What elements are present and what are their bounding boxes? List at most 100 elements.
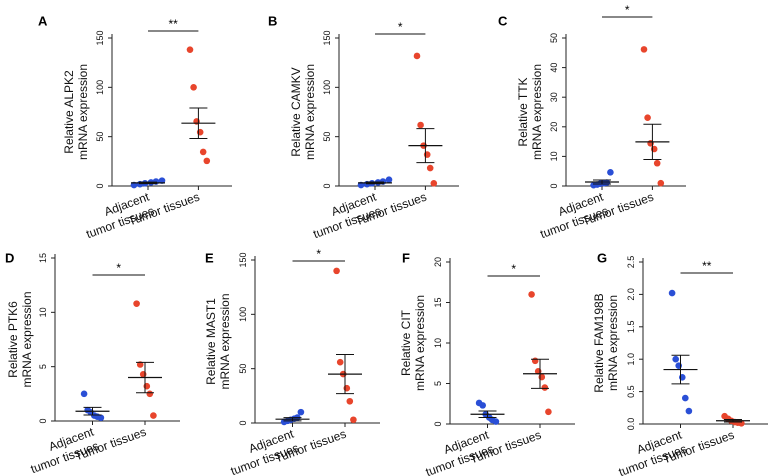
data-point — [650, 145, 658, 153]
data-point — [531, 357, 539, 365]
y-tick-label: 15 — [433, 297, 443, 307]
y-axis-label: Relative CAMKV — [289, 67, 303, 156]
y-axis-label: Relative PTK6 — [6, 301, 20, 378]
y-tick-label: 40 — [549, 63, 559, 73]
data-point — [607, 169, 614, 176]
y-tick-label: 0.0 — [626, 418, 636, 431]
panel-letter: A — [38, 14, 48, 29]
data-point — [430, 180, 438, 187]
panel-letter: C — [498, 14, 508, 29]
y-tick-label: 100 — [95, 80, 105, 95]
panel-letter: B — [268, 14, 277, 29]
data-point — [336, 358, 344, 366]
y-tick-label: 0 — [433, 421, 443, 426]
y-tick-label: 0 — [322, 183, 332, 188]
y-tick-label: 2.0 — [626, 288, 636, 301]
data-point — [139, 370, 147, 378]
data-point — [333, 267, 340, 275]
data-point — [492, 418, 500, 425]
y-axis-label: Relative MAST1 — [204, 298, 218, 385]
y-axis-label: Relative FAM198B — [592, 293, 606, 392]
panel-letter: G — [597, 251, 607, 266]
data-point — [685, 407, 693, 415]
data-point — [682, 394, 689, 402]
data-point — [346, 397, 354, 405]
data-point — [528, 291, 535, 298]
data-point — [479, 402, 487, 409]
data-point — [426, 164, 434, 172]
data-point — [133, 300, 140, 307]
data-point — [675, 362, 682, 369]
data-point — [143, 382, 151, 390]
data-point — [640, 46, 648, 53]
y-axis-label: Relative TTK — [516, 77, 530, 146]
significance-label: ** — [169, 17, 179, 31]
y-axis-label: mRNA expression — [530, 64, 544, 160]
y-axis-label: mRNA expression — [20, 291, 34, 387]
y-tick-label: 10 — [433, 338, 443, 348]
y-tick-label: 1.5 — [626, 321, 636, 334]
significance-label: ** — [702, 259, 712, 273]
y-tick-label: 5 — [433, 381, 443, 386]
data-point — [80, 390, 88, 398]
y-tick-label: 50 — [238, 364, 248, 374]
y-axis-label: mRNA expression — [413, 295, 427, 391]
y-axis-label: mRNA expression — [303, 64, 317, 160]
data-point — [385, 176, 393, 184]
y-axis-label: mRNA expression — [76, 64, 90, 160]
y-axis-label: Relative ALPK2 — [62, 70, 76, 154]
y-tick-label: 0 — [238, 420, 248, 425]
data-point — [657, 179, 665, 187]
y-tick-label: 20 — [549, 122, 559, 132]
y-tick-label: 100 — [322, 80, 332, 95]
y-tick-label: 2.5 — [626, 256, 636, 269]
data-point — [186, 46, 194, 53]
data-point — [196, 128, 204, 136]
y-axis-label: mRNA expression — [606, 295, 620, 391]
y-tick-label: 50 — [95, 132, 105, 142]
y-tick-label: 0 — [38, 418, 48, 423]
data-point — [541, 384, 549, 391]
panel-letter: E — [205, 251, 214, 266]
y-tick-label: 0 — [549, 183, 559, 188]
y-tick-label: 0.5 — [626, 385, 636, 398]
data-point — [417, 121, 424, 129]
y-axis-label: Relative CIT — [399, 309, 413, 376]
data-point — [190, 84, 197, 91]
data-point — [545, 408, 552, 416]
data-point — [679, 374, 686, 381]
y-tick-label: 30 — [549, 92, 559, 102]
y-tick-label: 150 — [238, 252, 248, 267]
panel-letter: F — [402, 251, 410, 266]
data-point — [644, 114, 651, 121]
significance-label: * — [116, 261, 121, 275]
y-tick-label: 100 — [238, 307, 248, 322]
data-point — [413, 52, 421, 60]
y-tick-label: 0 — [95, 183, 105, 188]
significance-label: * — [511, 262, 516, 276]
y-tick-label: 150 — [322, 30, 332, 45]
data-point — [668, 289, 676, 297]
y-axis-label: mRNA expression — [218, 293, 232, 389]
y-tick-label: 20 — [433, 257, 443, 267]
data-point — [97, 414, 105, 422]
data-point — [136, 361, 144, 368]
significance-label: * — [625, 3, 630, 17]
data-point — [297, 408, 305, 416]
significance-label: * — [316, 247, 321, 261]
data-point — [538, 373, 546, 381]
y-tick-label: 15 — [38, 253, 48, 263]
y-tick-label: 10 — [549, 151, 559, 161]
y-tick-label: 50 — [322, 132, 332, 142]
data-point — [146, 390, 154, 398]
y-tick-label: 10 — [38, 307, 48, 317]
data-point — [653, 159, 661, 167]
data-point — [672, 355, 679, 363]
data-point — [343, 384, 351, 392]
panel-letter: D — [5, 251, 14, 266]
y-tick-label: 50 — [549, 33, 559, 43]
data-point — [203, 157, 211, 165]
data-point — [199, 148, 207, 156]
y-tick-label: 5 — [38, 364, 48, 369]
